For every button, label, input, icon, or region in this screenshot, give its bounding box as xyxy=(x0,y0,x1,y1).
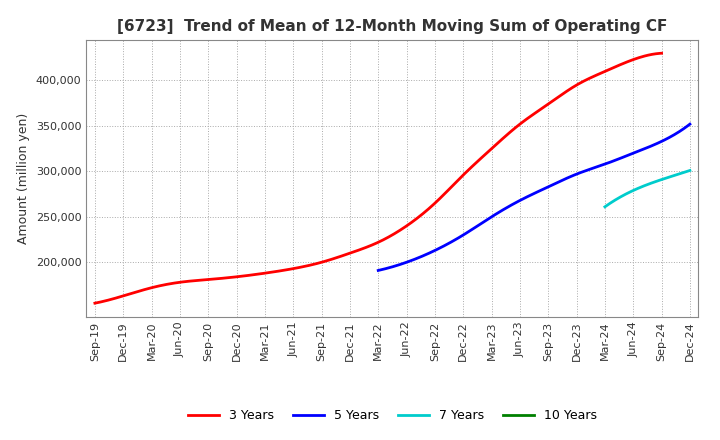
Title: [6723]  Trend of Mean of 12-Month Moving Sum of Operating CF: [6723] Trend of Mean of 12-Month Moving … xyxy=(117,19,667,34)
Y-axis label: Amount (million yen): Amount (million yen) xyxy=(17,113,30,244)
Legend: 3 Years, 5 Years, 7 Years, 10 Years: 3 Years, 5 Years, 7 Years, 10 Years xyxy=(183,404,602,427)
